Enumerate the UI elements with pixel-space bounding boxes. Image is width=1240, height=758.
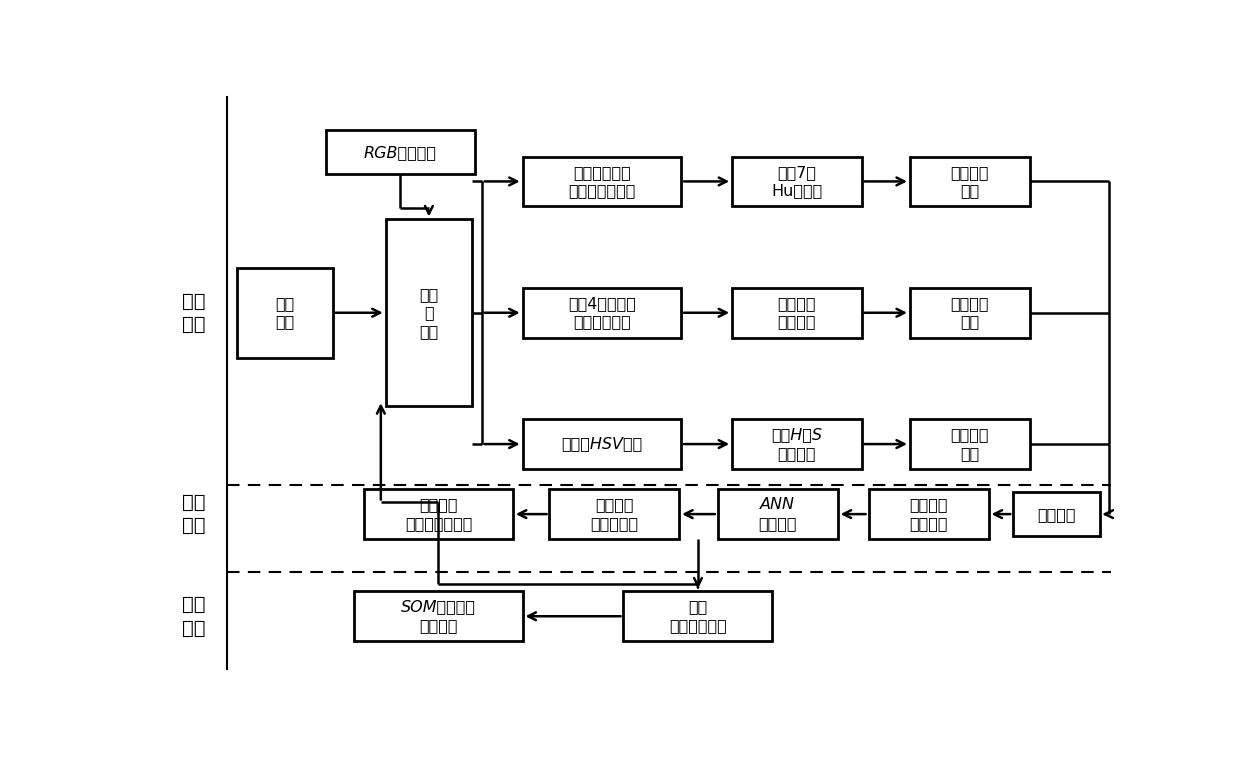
Text: 降维
优良特征组合: 降维 优良特征组合 — [670, 600, 727, 633]
Text: 计算H、S
分量的矩: 计算H、S 分量的矩 — [771, 428, 822, 461]
FancyBboxPatch shape — [1013, 492, 1100, 536]
FancyBboxPatch shape — [732, 157, 862, 206]
FancyBboxPatch shape — [237, 268, 332, 358]
Text: 遗传编码
生成种群: 遗传编码 生成种群 — [909, 497, 947, 531]
FancyBboxPatch shape — [522, 419, 681, 469]
FancyBboxPatch shape — [910, 157, 1030, 206]
FancyBboxPatch shape — [868, 490, 988, 539]
Text: 图像
预
处理: 图像 预 处理 — [419, 287, 439, 339]
FancyBboxPatch shape — [624, 591, 773, 641]
Text: 保存纹理
特征: 保存纹理 特征 — [951, 296, 990, 330]
FancyBboxPatch shape — [386, 219, 472, 406]
FancyBboxPatch shape — [522, 288, 681, 337]
Text: 计算7个
Hu不变矩: 计算7个 Hu不变矩 — [771, 164, 822, 199]
FancyBboxPatch shape — [718, 490, 838, 539]
FancyBboxPatch shape — [910, 288, 1030, 337]
FancyBboxPatch shape — [326, 130, 475, 174]
Text: 保存形状
特征: 保存形状 特征 — [951, 164, 990, 199]
Text: 特征
优选: 特征 优选 — [182, 595, 205, 637]
Text: 计算4个方向的
灰度共生矩阵: 计算4个方向的 灰度共生矩阵 — [568, 296, 636, 330]
Text: 混淆矩阵
计算适应度: 混淆矩阵 计算适应度 — [590, 497, 639, 531]
Text: 图像
采集: 图像 采集 — [275, 296, 294, 330]
FancyBboxPatch shape — [732, 288, 862, 337]
Text: 转换到HSV空间: 转换到HSV空间 — [562, 437, 642, 452]
Text: 遗传操作
（交叉、变异）: 遗传操作 （交叉、变异） — [404, 497, 472, 531]
Text: 保存颜色
特征: 保存颜色 特征 — [951, 428, 990, 461]
Text: ANN
识别训练: ANN 识别训练 — [759, 497, 797, 531]
FancyBboxPatch shape — [355, 591, 522, 641]
Text: SOM可视优化
选择特征: SOM可视优化 选择特征 — [401, 600, 476, 633]
FancyBboxPatch shape — [549, 490, 680, 539]
Text: 数据处理: 数据处理 — [1037, 506, 1075, 522]
Text: 计算长宽比、
伸长度、致密度: 计算长宽比、 伸长度、致密度 — [568, 164, 636, 199]
FancyBboxPatch shape — [522, 157, 681, 206]
FancyBboxPatch shape — [910, 419, 1030, 469]
Text: 特征
降维: 特征 降维 — [182, 493, 205, 535]
FancyBboxPatch shape — [732, 419, 862, 469]
Text: 计算特征
及平均値: 计算特征 及平均値 — [777, 296, 816, 330]
FancyBboxPatch shape — [365, 490, 513, 539]
Text: 特征
提取: 特征 提取 — [182, 292, 205, 334]
Text: RGB线性加权: RGB线性加权 — [363, 145, 436, 160]
